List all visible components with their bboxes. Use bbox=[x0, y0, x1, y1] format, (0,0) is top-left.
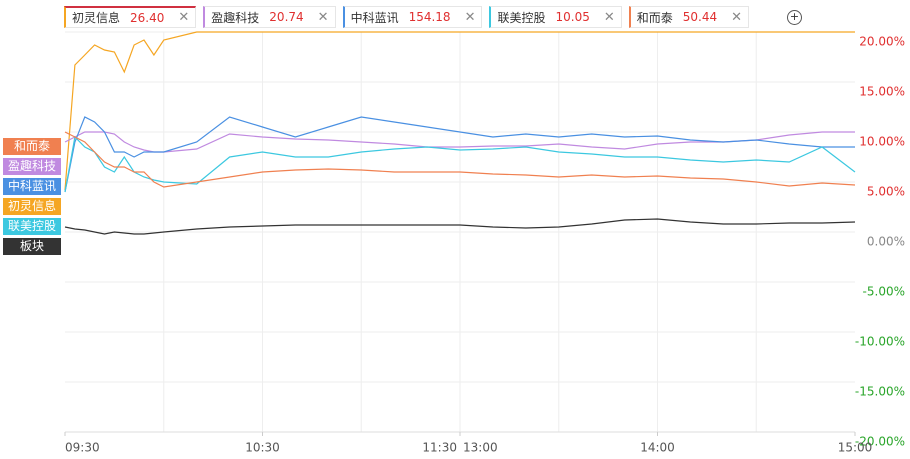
x-tick-label: 09:30 bbox=[65, 441, 100, 455]
tab-name: 联美控股 bbox=[497, 10, 546, 25]
stock-tab[interactable]: 联美控股 10.05 ✕ bbox=[489, 6, 622, 28]
y-tick-label: 20.00% bbox=[859, 35, 905, 49]
series-line bbox=[64, 131, 856, 188]
tab-price: 50.44 bbox=[682, 10, 718, 24]
legend: 和而泰盈趣科技中科蓝讯初灵信息联美控股板块 bbox=[3, 138, 61, 258]
legend-entry: 联美控股 bbox=[3, 218, 61, 235]
series-line bbox=[64, 218, 856, 235]
tab-name: 盈趣科技 bbox=[211, 10, 260, 25]
tab-price: 20.74 bbox=[269, 10, 304, 24]
legend-entry: 中科蓝讯 bbox=[3, 178, 61, 195]
stock-tab[interactable]: 和而泰 50.44 ✕ bbox=[628, 6, 750, 28]
x-tick-label: 13:00 bbox=[463, 441, 498, 455]
legend-entry: 和而泰 bbox=[3, 138, 61, 155]
close-button[interactable]: ✕ bbox=[464, 9, 476, 25]
x-tick-label: 14:00 bbox=[640, 441, 675, 455]
stock-tab[interactable]: 初灵信息 26.40 ✕ bbox=[64, 6, 197, 28]
tab-name: 和而泰 bbox=[636, 10, 673, 25]
stock-tab[interactable]: 中科蓝讯 154.18 ✕ bbox=[342, 6, 483, 28]
close-button[interactable]: ✕ bbox=[603, 9, 615, 25]
series-line bbox=[64, 116, 855, 193]
x-tick-label: 11:30 bbox=[422, 441, 457, 455]
legend-entry: 盈趣科技 bbox=[3, 158, 61, 175]
tab-price: 154.18 bbox=[408, 10, 451, 24]
tab-price: 10.05 bbox=[555, 10, 590, 24]
x-tick-label: 15:00 bbox=[838, 441, 873, 455]
series-line bbox=[64, 31, 855, 191]
y-tick-label: -15.00% bbox=[855, 385, 905, 399]
tab-price: 26.40 bbox=[130, 10, 165, 25]
stock-tabs: 初灵信息 26.40 ✕ 盈趣科技 20.74 ✕ 中科蓝讯 154.18 ✕ 联美控股 10.05… bbox=[64, 6, 756, 30]
close-button[interactable]: ✕ bbox=[178, 10, 190, 25]
y-tick-label: -5.00% bbox=[863, 285, 905, 299]
y-tick-label: 15.00% bbox=[859, 85, 905, 99]
legend-entry: 板块 bbox=[3, 238, 61, 255]
add-button[interactable]: + bbox=[787, 10, 802, 25]
series-line bbox=[64, 135, 856, 193]
series-line bbox=[64, 131, 855, 153]
y-tick-label: 0.00% bbox=[867, 235, 905, 249]
tab-name: 中科蓝讯 bbox=[350, 10, 399, 25]
y-tick-label: 10.00% bbox=[859, 135, 905, 149]
x-tick-label: 10:30 bbox=[245, 441, 280, 455]
stock-tab[interactable]: 盈趣科技 20.74 ✕ bbox=[203, 6, 336, 28]
tab-name: 初灵信息 bbox=[72, 11, 121, 25]
close-button[interactable]: ✕ bbox=[317, 9, 329, 25]
y-tick-label: 5.00% bbox=[867, 185, 905, 199]
legend-entry: 初灵信息 bbox=[3, 198, 61, 215]
y-tick-label: -20.00% bbox=[855, 435, 905, 449]
close-button[interactable]: ✕ bbox=[731, 9, 743, 25]
y-tick-label: -10.00% bbox=[855, 335, 905, 349]
